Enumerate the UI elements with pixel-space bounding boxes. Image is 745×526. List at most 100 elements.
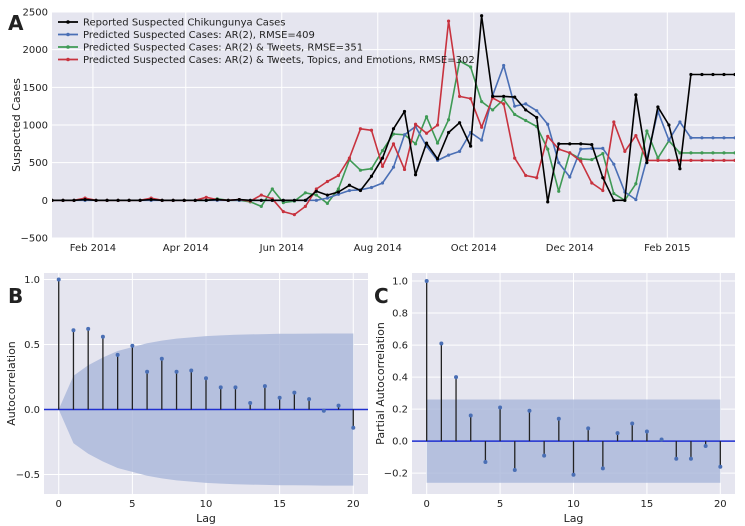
series-point-3 xyxy=(524,173,528,178)
series-point-0 xyxy=(259,198,263,202)
series-point-1 xyxy=(557,161,561,165)
series-point-3 xyxy=(579,159,583,163)
series-point-0 xyxy=(83,197,87,202)
series-point-1 xyxy=(391,165,396,169)
series-point-0 xyxy=(623,198,627,202)
legend-entry-0: Reported Suspected Chikungunya Cases xyxy=(83,18,286,29)
c-stem-marker xyxy=(527,408,532,413)
b-x-tick-label: 0 xyxy=(56,499,62,510)
c-stem-marker xyxy=(556,416,561,421)
b-stem-marker xyxy=(321,408,326,413)
series-point-0 xyxy=(248,198,252,202)
b-stem-marker xyxy=(262,384,267,389)
series-point-0 xyxy=(314,189,318,193)
series-point-3 xyxy=(281,210,285,214)
panel-c-x-ticks: 0 5 10 15 20 xyxy=(423,499,726,510)
series-point-0 xyxy=(656,105,660,109)
series-point-1 xyxy=(402,133,407,137)
series-point-1 xyxy=(634,197,638,202)
c-stem-marker xyxy=(703,443,708,448)
series-point-0 xyxy=(237,197,241,202)
series-point-0 xyxy=(138,198,142,202)
panel-a-y-tick-label: −500 xyxy=(21,234,48,245)
series-point-3 xyxy=(369,128,374,132)
series-point-2 xyxy=(711,151,715,155)
c-stem-marker xyxy=(439,341,444,346)
c-stem-marker xyxy=(512,467,517,472)
panel-c-stems xyxy=(412,279,735,477)
c-x-tick-label: 10 xyxy=(567,499,580,510)
series-point-0 xyxy=(347,183,352,187)
series-point-2 xyxy=(612,191,616,196)
c-stem-marker xyxy=(688,456,693,461)
series-point-1 xyxy=(579,147,583,151)
panel-c-x-label: Lag xyxy=(564,512,584,525)
series-point-3 xyxy=(347,156,352,160)
series-point-3 xyxy=(424,131,429,135)
series-point-0 xyxy=(204,198,208,202)
series-point-2 xyxy=(435,141,440,145)
c-stem-marker xyxy=(571,472,576,477)
series-point-0 xyxy=(116,198,120,202)
series-point-1 xyxy=(446,153,451,157)
panel-a-grid xyxy=(52,11,735,239)
series-point-0 xyxy=(94,198,98,202)
series-point-0 xyxy=(215,197,219,202)
series-point-2 xyxy=(513,112,517,117)
panel-a-x-tick-label: Feb 2015 xyxy=(644,243,690,254)
b-stem-marker xyxy=(130,343,135,348)
b-y-tick-label: 1.0 xyxy=(24,275,40,286)
b-stem-marker xyxy=(189,368,194,373)
b-stem-marker xyxy=(233,385,238,390)
b-stem-marker xyxy=(174,369,179,374)
series-point-3 xyxy=(733,158,735,163)
panel-a-y-ticks: −500 0 500 1000 1500 2000 2500 xyxy=(21,8,48,245)
c-x-tick-label: 20 xyxy=(714,499,727,510)
series-point-2 xyxy=(270,187,274,191)
series-point-0 xyxy=(711,72,715,77)
series-point-0 xyxy=(72,198,76,202)
series-point-2 xyxy=(524,118,528,123)
series-point-0 xyxy=(391,127,396,131)
series-point-0 xyxy=(722,72,726,77)
b-stem-marker xyxy=(277,395,282,400)
series-point-0 xyxy=(546,200,550,204)
b-stem-marker xyxy=(71,328,76,333)
b-stem-marker xyxy=(86,326,91,331)
series-point-3 xyxy=(325,179,330,184)
series-point-2 xyxy=(413,142,418,146)
series-point-0 xyxy=(325,193,330,197)
series-point-2 xyxy=(380,149,385,153)
panel-a-y-tick-label: 1000 xyxy=(23,121,48,132)
b-stem-marker xyxy=(307,397,312,402)
series-point-3 xyxy=(402,167,407,172)
series-point-3 xyxy=(667,158,671,163)
panel-a-y-tick-label: 1500 xyxy=(23,83,48,94)
c-stem-marker xyxy=(659,437,664,442)
b-y-tick-label: 0.5 xyxy=(24,340,40,351)
series-point-3 xyxy=(480,125,484,129)
b-x-tick-label: 15 xyxy=(273,499,286,510)
series-point-1 xyxy=(733,136,735,140)
series-point-0 xyxy=(491,94,495,98)
panel-b-x-label: Lag xyxy=(196,512,216,525)
series-point-2 xyxy=(281,200,285,205)
series-point-3 xyxy=(259,193,263,197)
panel-a-x-tick-label: Feb 2014 xyxy=(70,243,116,254)
series-point-0 xyxy=(667,123,671,127)
legend-entry-2: Predicted Suspected Cases: AR(2) & Tweet… xyxy=(83,43,363,54)
series-point-3 xyxy=(413,122,418,126)
panel-b-letter: B xyxy=(8,284,23,308)
series-point-1 xyxy=(678,120,682,124)
panel-a-x-tick-label: Dec 2014 xyxy=(546,243,594,254)
series-point-3 xyxy=(391,142,396,146)
series-point-0 xyxy=(380,156,385,160)
legend-entry-1: Predicted Suspected Cases: AR(2), RMSE=4… xyxy=(83,30,315,41)
series-point-2 xyxy=(259,204,263,208)
c-y-tick-label: 1.0 xyxy=(392,277,408,288)
series-point-1 xyxy=(535,109,539,113)
panel-a-x-ticks: Feb 2014 Apr 2014 Jun 2014 Aug 2014 Oct 2014… xyxy=(70,243,691,254)
c-x-tick-label: 15 xyxy=(641,499,654,510)
series-point-1 xyxy=(722,136,726,140)
